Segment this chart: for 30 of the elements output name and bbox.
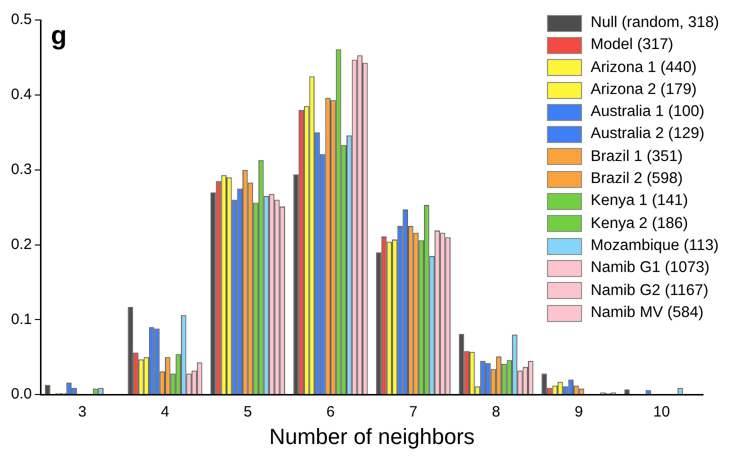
legend-label: Null (random, 318) (590, 13, 719, 33)
x-tick-label: 4 (160, 404, 170, 421)
x-tick-label: 7 (409, 404, 418, 421)
y-tick-label: 0.2 (10, 236, 32, 253)
x-tick-label: 10 (653, 404, 670, 421)
legend-label: Kenya 2 (186) (590, 214, 688, 234)
legend-label: Model (317) (590, 35, 674, 56)
x-axis-title: Number of neighbors (269, 424, 475, 449)
legend-label: Brazil 1 (351) (590, 146, 683, 167)
legend-label: Namib G1 (1073) (590, 258, 710, 278)
x-tick-label: 5 (244, 404, 252, 421)
y-tick-label: 0.0 (10, 386, 32, 403)
legend-label: Australia 1 (100) (590, 102, 704, 122)
y-tick-label: 0.5 (10, 11, 32, 28)
annotation: g (50, 20, 67, 50)
y-tick-label: 0.1 (10, 310, 32, 328)
x-tick-label: 9 (574, 404, 584, 421)
legend-label: Namib G2 (1167) (590, 280, 708, 301)
legend-label: Arizona 1 (440) (590, 58, 697, 78)
legend-label: Mozambique (113) (590, 236, 719, 256)
y-tick-label: 0.4 (10, 86, 32, 104)
legend-label: Brazil 2 (598) (590, 169, 683, 190)
legend-label: Namib MV (584) (590, 302, 704, 323)
legend-label: Kenya 1 (141) (590, 191, 688, 212)
y-tick-label: 0.3 (10, 160, 32, 178)
x-tick-label: 8 (492, 404, 500, 421)
legend-label: Arizona 2 (179) (590, 80, 697, 100)
legend-label: Australia 2 (129) (590, 124, 704, 144)
x-tick-label: 6 (326, 404, 335, 421)
x-tick-label: 3 (78, 404, 86, 421)
